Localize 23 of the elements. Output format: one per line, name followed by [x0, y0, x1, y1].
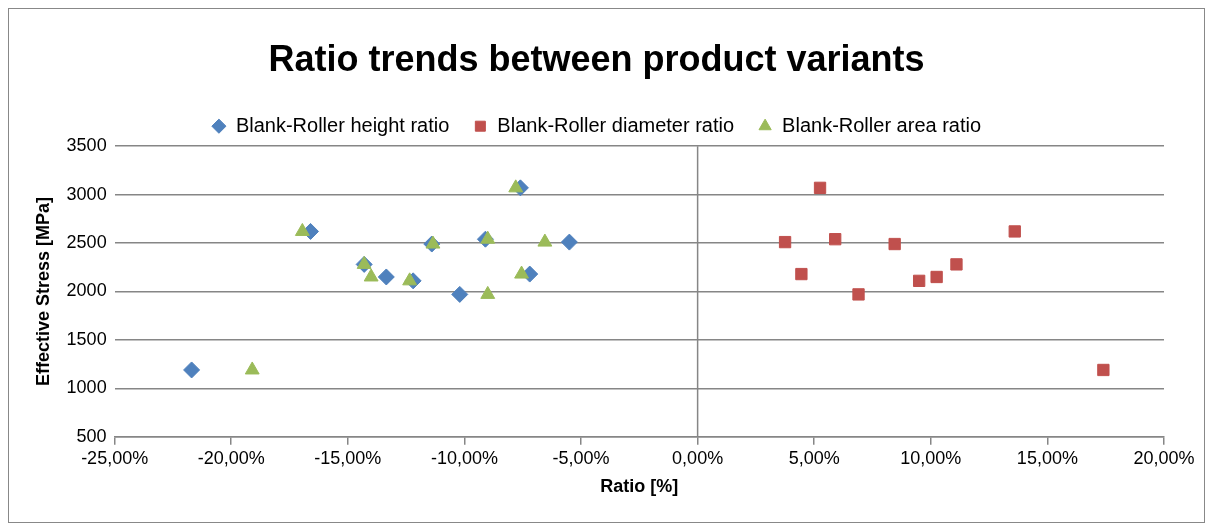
y-tick-label: 1500	[66, 328, 107, 349]
y-axis-title: Effective Stress [MPa]	[32, 196, 53, 387]
x-tick-label: 20,00%	[1133, 447, 1195, 468]
x-tick-label: -20,00%	[197, 447, 265, 468]
chart-title: Ratio trends between product variants	[268, 37, 925, 79]
legend-label: Blank-Roller diameter ratio	[497, 113, 735, 136]
x-tick-label: -15,00%	[314, 447, 382, 468]
y-tick-label: 500	[76, 425, 107, 446]
x-tick-label: 15,00%	[1016, 447, 1078, 468]
x-tick-label: 0,00%	[672, 447, 724, 468]
y-tick-label: 3500	[66, 135, 107, 156]
y-tick-label: 3000	[66, 183, 107, 204]
x-tick-label: -5,00%	[552, 447, 610, 468]
y-tick-label: 1000	[66, 377, 107, 398]
legend-label: Blank-Roller area ratio	[782, 113, 982, 136]
y-tick-label: 2500	[66, 232, 107, 253]
x-axis-title: Ratio [%]	[600, 476, 679, 497]
x-tick-label: 10,00%	[900, 447, 962, 468]
x-tick-label: -25,00%	[81, 447, 149, 468]
y-tick-label: 2000	[66, 280, 107, 301]
x-tick-label: 5,00%	[788, 447, 840, 468]
legend-label: Blank-Roller height ratio	[235, 113, 450, 136]
x-tick-label: -10,00%	[430, 447, 498, 468]
